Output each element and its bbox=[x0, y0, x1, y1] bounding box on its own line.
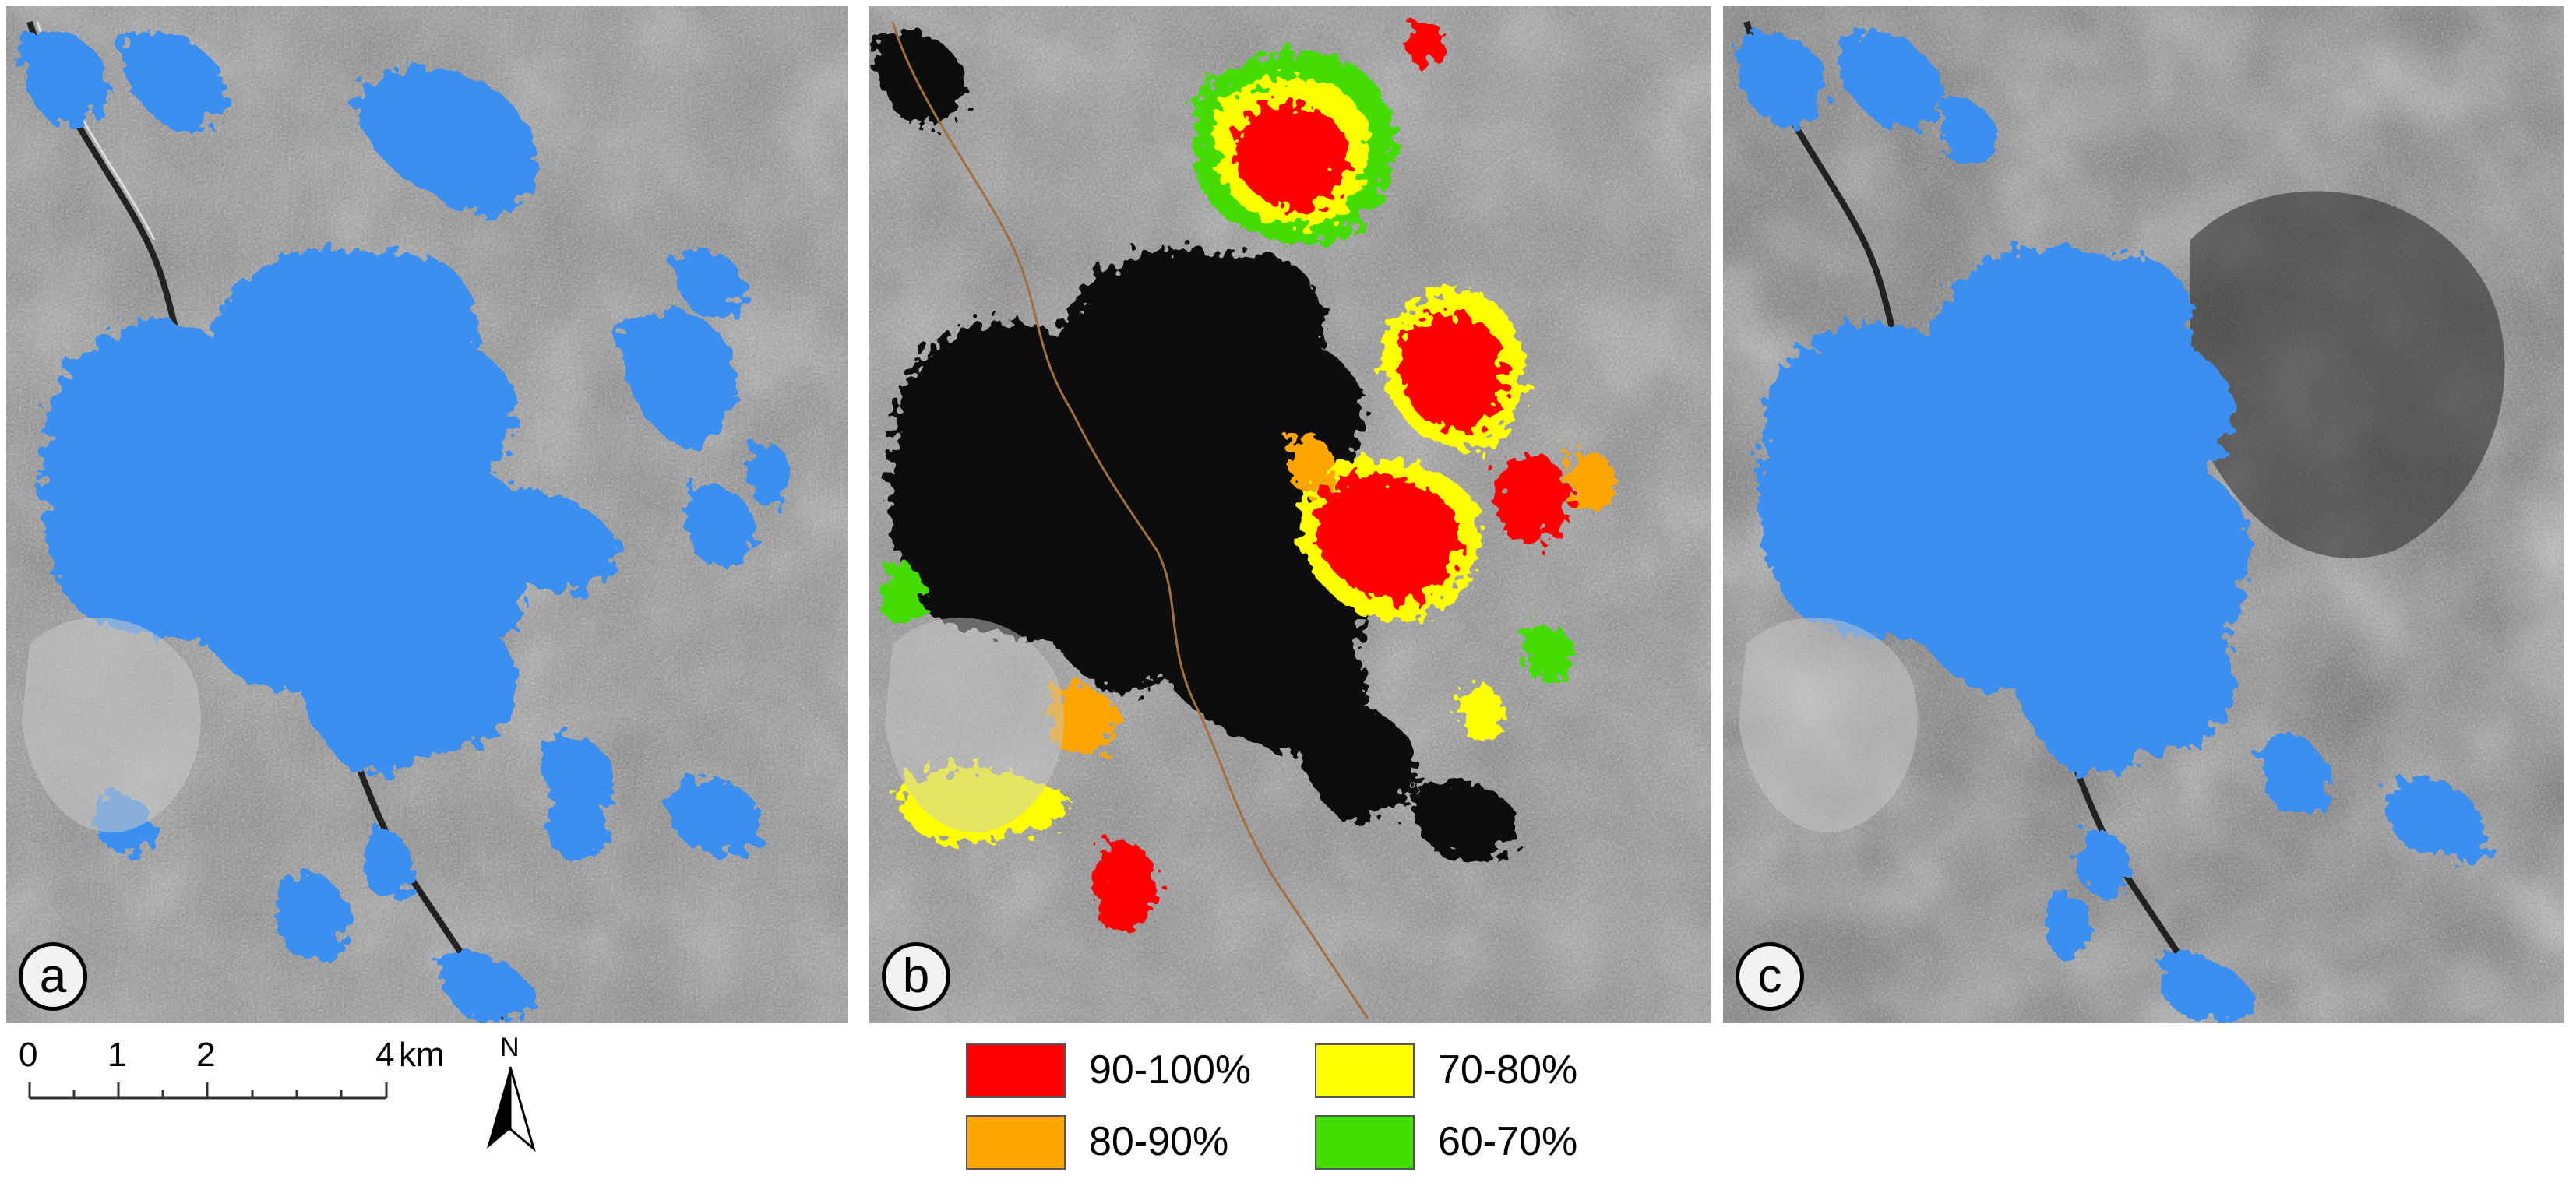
scale-tick-2: 2 bbox=[196, 1036, 216, 1074]
north-arrow-icon bbox=[487, 1066, 536, 1153]
legend-swatch-90-100 bbox=[966, 1043, 1066, 1098]
sar-image-c bbox=[1723, 6, 2564, 1023]
panel-label-c: c bbox=[1736, 942, 1804, 1011]
legend-swatch-60-70 bbox=[1315, 1115, 1415, 1170]
scale-tick-0: 0 bbox=[19, 1036, 38, 1074]
legend-swatch-70-80 bbox=[1315, 1043, 1415, 1098]
legend-label-60-70: 60-70% bbox=[1438, 1119, 1578, 1164]
north-label: N bbox=[500, 1033, 520, 1062]
scale-tick-4: 4 bbox=[375, 1036, 395, 1074]
sar-image-b bbox=[869, 6, 1711, 1023]
dark-flooded-area-b bbox=[875, 31, 1517, 861]
sar-image-a bbox=[6, 6, 848, 1023]
flood-area-a bbox=[19, 31, 790, 1021]
flood-area-c bbox=[1736, 31, 2489, 1021]
probability-areas-b bbox=[885, 21, 1617, 931]
scale-unit: km bbox=[399, 1036, 445, 1074]
map-panel-b: b bbox=[869, 6, 1711, 1023]
map-panel-c: c bbox=[1723, 6, 2564, 1023]
scale-bar-graphic bbox=[28, 1082, 388, 1100]
legend-label-70-80: 70-80% bbox=[1438, 1047, 1578, 1093]
map-panel-a: a bbox=[6, 6, 848, 1023]
panel-label-b: b bbox=[882, 942, 950, 1011]
scale-tick-1: 1 bbox=[107, 1036, 127, 1074]
north-arrow: N bbox=[475, 1033, 561, 1160]
probability-legend: 90-100% 80-90% 70-80% 60-70% bbox=[966, 1043, 1605, 1176]
panel-label-a: a bbox=[19, 942, 87, 1011]
legend-swatch-80-90 bbox=[966, 1115, 1066, 1170]
scale-bar: 0 1 2 4 km bbox=[16, 1036, 452, 1145]
legend-label-90-100: 90-100% bbox=[1089, 1047, 1252, 1093]
legend-label-80-90: 80-90% bbox=[1089, 1119, 1229, 1164]
